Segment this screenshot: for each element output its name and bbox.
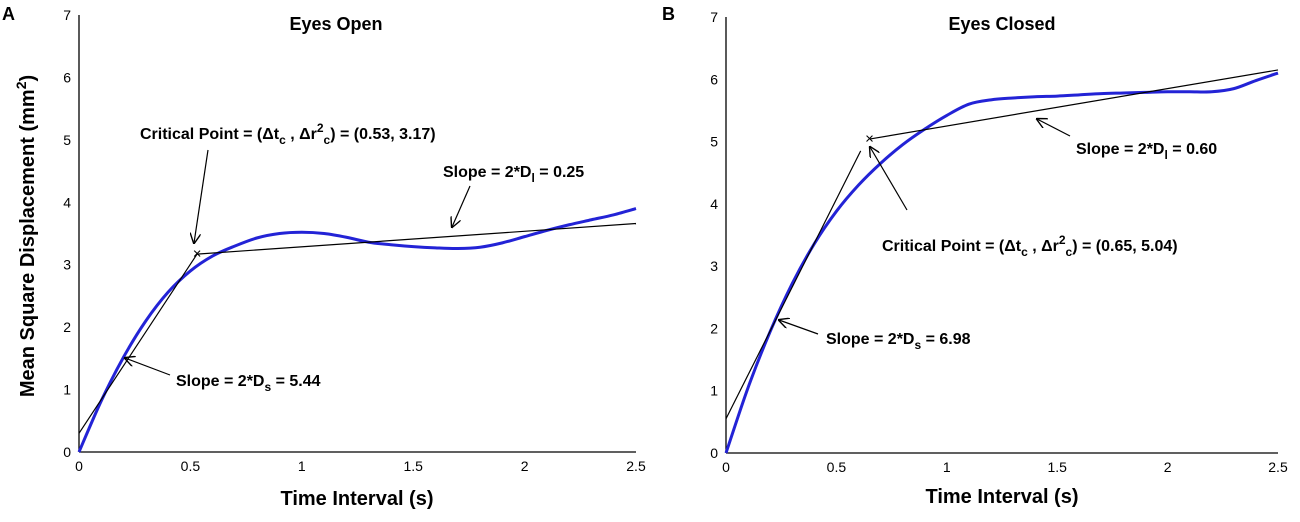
panel-a-x-tick-label: 1 <box>298 458 306 474</box>
panel-a-y-tick-label: 6 <box>63 69 71 85</box>
panel-a-slope-short-annotation: Slope = 2*Ds = 5.44 <box>176 373 321 394</box>
panel-b-title: Eyes Closed <box>948 14 1055 34</box>
panel-a-y-tick-label: 7 <box>63 7 71 23</box>
y-axis-label-end: ) <box>17 75 39 82</box>
panel-b-y-tick-label: 1 <box>710 383 718 399</box>
panel-b-x-tick-label: 0 <box>722 459 730 475</box>
panel-a-x-tick-label: 1.5 <box>403 458 423 474</box>
panel-a-y-tick-label: 4 <box>63 194 71 210</box>
panel-a-title: Eyes Open <box>289 14 382 34</box>
panel-a-y-tick-label: 5 <box>63 132 71 148</box>
panel-a-slope-short-arrow <box>125 358 171 376</box>
panel-b-y-ticks: 0 1 2 3 4 5 6 7 <box>710 9 718 461</box>
panel-b-y-tick-label: 0 <box>710 445 718 461</box>
panel-a-x-tick-label: 0.5 <box>181 458 201 474</box>
panel-b-slope-long-arrow <box>1037 119 1071 137</box>
y-axis-label: Mean Square Displacement (mm2) <box>13 75 39 397</box>
panel-b-critical-annotation: Critical Point = (Δtc , Δr2c) = (0.65, 5… <box>882 233 1178 259</box>
panel-b-y-tick-label: 7 <box>710 9 718 25</box>
panel-a-x-tick-label: 0 <box>75 458 83 474</box>
panel-b-slope-short-annotation: Slope = 2*Ds = 6.98 <box>826 331 971 352</box>
panel-a-x-tick-label: 2.5 <box>626 458 646 474</box>
panel-b-critical-arrow <box>870 147 908 211</box>
panel-b-y-tick-label: 4 <box>710 196 718 212</box>
panel-a: A Eyes Open Mean Square Displacement (mm… <box>2 4 646 510</box>
panel-a-long-fit-line <box>197 222 637 255</box>
panel-a-y-tick-label: 2 <box>63 319 71 335</box>
panel-b-x-tick-label: 1 <box>943 459 951 475</box>
panel-b-long-fit-line <box>869 69 1279 140</box>
panel-a-letter: A <box>2 4 15 24</box>
panel-a-x-ticks: 0 0.5 1 1.5 2 2.5 <box>75 458 646 474</box>
panel-a-y-tick-label: 0 <box>63 444 71 460</box>
panel-b-x-ticks: 0 0.5 1 1.5 2 2.5 <box>722 459 1288 475</box>
panel-a-y-tick-label: 1 <box>63 382 71 398</box>
panel-a-x-axis-label: Time Interval (s) <box>280 488 433 510</box>
panel-a-critical-annotation: Critical Point = (Δtc , Δr2c) = (0.53, 3… <box>140 121 436 147</box>
panel-b-critical-point-marker: × <box>865 131 874 148</box>
panel-a-x-tick-label: 2 <box>521 458 529 474</box>
panel-a-slope-long-arrow <box>452 185 471 227</box>
panel-a-msd-curve <box>77 207 637 453</box>
panel-b-short-fit-line <box>725 150 862 420</box>
panel-a-short-fit-line <box>78 253 198 434</box>
panel-b-x-axis-label: Time Interval (s) <box>925 486 1078 508</box>
y-axis-label-sup: 2 <box>13 81 29 89</box>
panel-b-y-tick-label: 3 <box>710 258 718 274</box>
panel-b: B Eyes Closed 0 0.5 1 1.5 2 2.5 0 1 2 3 … <box>662 4 1288 508</box>
panel-b-slope-short-arrow <box>779 320 819 335</box>
panel-b-slope-long-annotation: Slope = 2*Dl = 0.60 <box>1076 141 1217 162</box>
panel-b-y-tick-label: 5 <box>710 134 718 150</box>
panel-a-y-tick-label: 3 <box>63 257 71 273</box>
panel-a-y-ticks: 0 1 2 3 4 5 6 7 <box>63 7 71 460</box>
y-axis-label-text: Mean Square Displacement (mm <box>17 89 39 397</box>
panel-a-critical-point-marker: × <box>193 246 202 263</box>
panel-b-x-tick-label: 1.5 <box>1047 459 1067 475</box>
panel-b-x-tick-label: 0.5 <box>827 459 847 475</box>
panel-b-y-tick-label: 2 <box>710 320 718 336</box>
panel-b-x-tick-label: 2.5 <box>1268 459 1288 475</box>
panel-b-letter: B <box>662 4 675 24</box>
panel-b-x-tick-label: 2 <box>1164 459 1172 475</box>
panel-a-critical-arrow <box>194 149 209 243</box>
panel-b-msd-curve <box>724 71 1279 454</box>
panel-a-slope-long-annotation: Slope = 2*Dl = 0.25 <box>443 164 584 185</box>
panel-b-y-tick-label: 6 <box>710 71 718 87</box>
